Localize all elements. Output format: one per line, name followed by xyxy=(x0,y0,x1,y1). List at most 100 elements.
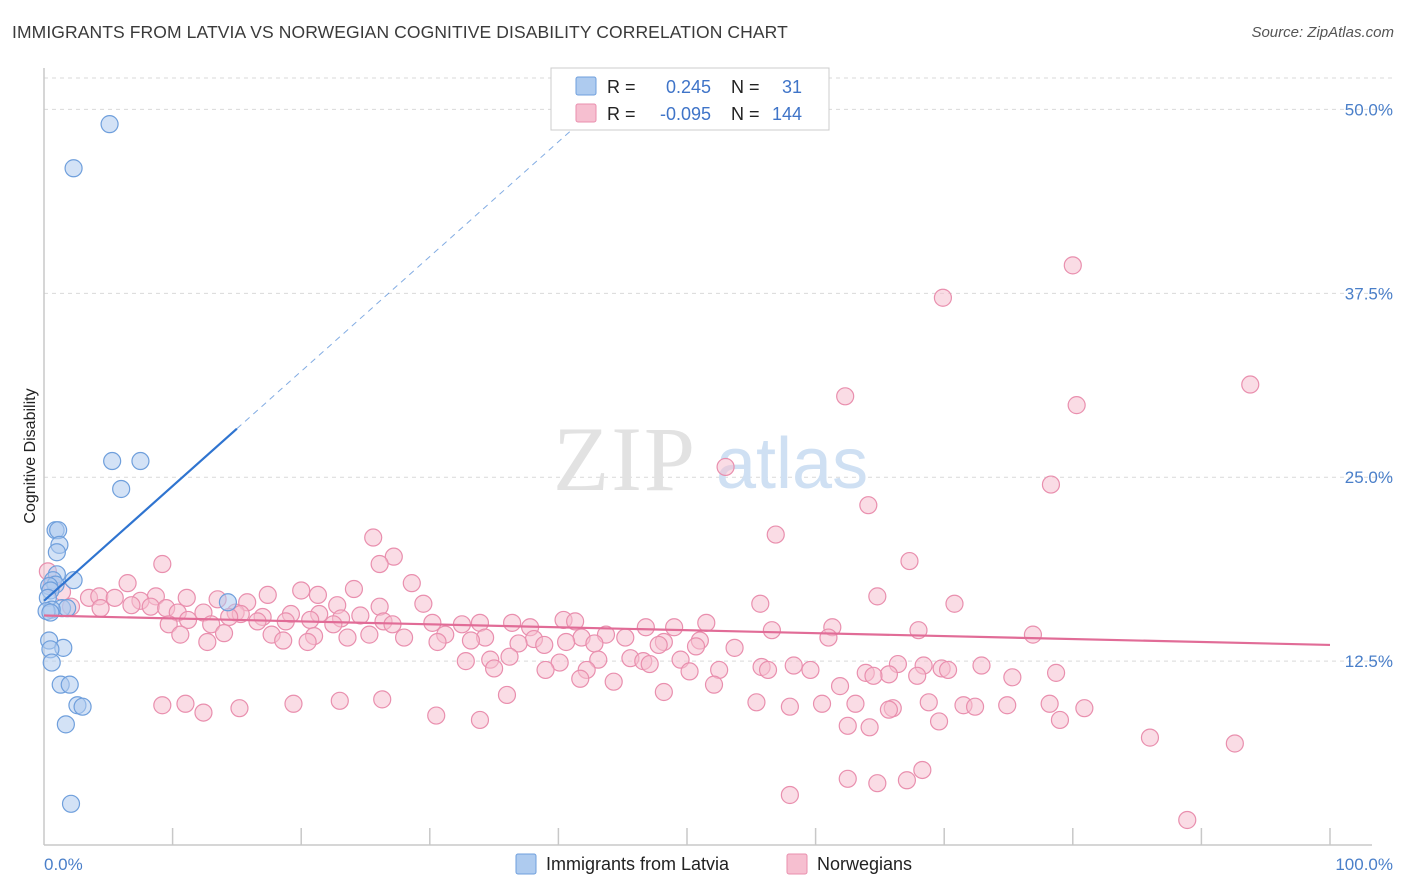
legend-swatch-norwegians xyxy=(786,853,808,875)
point-latvia xyxy=(60,675,79,694)
point-norwegians xyxy=(364,528,383,547)
point-norwegians xyxy=(812,694,832,713)
point-latvia xyxy=(131,451,150,471)
point-latvia xyxy=(41,603,60,622)
point-latvia xyxy=(56,715,75,734)
point-norwegians xyxy=(758,660,778,680)
stats-r-label-latvia: R = xyxy=(607,77,636,97)
point-latvia xyxy=(112,479,131,499)
point-norwegians xyxy=(836,387,855,406)
point-norwegians xyxy=(913,760,932,780)
point-norwegians xyxy=(929,712,949,731)
source-label: Source: ZipAtlas.com xyxy=(1251,24,1394,41)
point-norwegians xyxy=(766,525,785,544)
point-norwegians xyxy=(747,693,766,712)
point-norwegians xyxy=(780,785,799,805)
point-norwegians xyxy=(933,288,953,307)
point-norwegians xyxy=(616,628,635,647)
y-tick-label: 37.5% xyxy=(1345,284,1393,303)
point-latvia xyxy=(100,115,119,134)
point-norwegians xyxy=(105,588,124,607)
legend-label-norwegians: Norwegians xyxy=(817,854,912,874)
point-norwegians xyxy=(859,496,878,515)
point-norwegians xyxy=(1067,396,1086,415)
point-norwegians xyxy=(801,660,820,680)
point-norwegians xyxy=(860,718,879,737)
point-norwegians xyxy=(879,665,899,684)
point-latvia xyxy=(42,653,61,672)
legend: Immigrants from Latvia Norwegians xyxy=(515,853,912,875)
point-latvia xyxy=(64,571,83,590)
point-norwegians xyxy=(665,618,684,637)
axes xyxy=(43,68,1372,846)
point-norwegians xyxy=(725,638,744,657)
point-norwegians xyxy=(274,631,293,650)
watermark: ZIP atlas xyxy=(553,408,868,510)
point-norwegians xyxy=(945,594,964,613)
point-norwegians xyxy=(171,625,190,644)
point-norwegians xyxy=(566,612,585,631)
point-norwegians xyxy=(604,672,623,691)
point-latvia xyxy=(218,593,237,612)
point-norwegians xyxy=(557,632,576,652)
point-norwegians xyxy=(338,628,357,647)
point-norwegians xyxy=(585,634,604,653)
stats-n-value-norwegians: 144 xyxy=(772,104,802,124)
point-norwegians xyxy=(1140,728,1160,747)
point-norwegians xyxy=(91,599,110,618)
trend-line-norwegians xyxy=(43,614,1331,647)
point-norwegians xyxy=(461,631,481,650)
point-norwegians xyxy=(1040,694,1059,713)
stats-r-value-norwegians: -0.095 xyxy=(660,104,711,124)
series-latvia-points xyxy=(37,115,237,813)
point-norwegians xyxy=(697,613,716,632)
point-norwegians xyxy=(830,677,850,696)
point-norwegians xyxy=(485,659,504,678)
point-norwegians xyxy=(897,771,917,790)
stats-swatch-latvia xyxy=(575,76,597,96)
x-tick-label-max: 100.0% xyxy=(1335,855,1393,874)
x-axis-ticks xyxy=(171,828,1331,845)
x-tick-label-min: 0.0% xyxy=(44,855,83,874)
point-norwegians xyxy=(384,547,403,566)
legend-swatch-latvia xyxy=(515,853,537,875)
stats-box: R = 0.245 N = 31 R = -0.095 N = 144 xyxy=(550,67,830,131)
point-latvia xyxy=(58,599,77,618)
point-norwegians xyxy=(965,697,985,716)
legend-item-latvia[interactable]: Immigrants from Latvia xyxy=(515,853,730,875)
point-norwegians xyxy=(868,774,887,793)
trend-line-latvia-extrapolated xyxy=(236,129,572,430)
point-norwegians xyxy=(636,618,655,637)
point-norwegians xyxy=(370,554,389,574)
point-norwegians xyxy=(402,574,421,593)
point-norwegians xyxy=(159,615,178,634)
point-latvia xyxy=(47,543,66,562)
point-norwegians xyxy=(868,587,887,606)
point-norwegians xyxy=(298,632,317,652)
stats-n-label-norwegians: N = xyxy=(731,104,760,124)
point-norwegians xyxy=(122,596,141,615)
point-norwegians xyxy=(762,621,781,640)
legend-item-norwegians[interactable]: Norwegians xyxy=(786,853,912,875)
point-norwegians xyxy=(879,700,899,719)
point-norwegians xyxy=(846,694,865,713)
series-norwegians-points xyxy=(38,256,1260,830)
point-norwegians xyxy=(470,710,490,730)
point-norwegians xyxy=(535,635,554,655)
point-norwegians xyxy=(1003,668,1022,687)
trend-lines xyxy=(43,129,1331,647)
y-tick-label: 25.0% xyxy=(1345,468,1393,487)
point-norwegians xyxy=(118,574,137,593)
point-norwegians xyxy=(550,653,569,672)
legend-label-latvia: Immigrants from Latvia xyxy=(546,854,730,874)
point-norwegians xyxy=(900,551,919,571)
point-norwegians xyxy=(1178,810,1197,830)
point-norwegians xyxy=(503,613,522,632)
point-norwegians xyxy=(819,628,838,647)
point-norwegians xyxy=(838,716,857,735)
point-norwegians xyxy=(214,624,234,643)
point-norwegians xyxy=(972,656,991,675)
point-norwegians xyxy=(1041,475,1061,494)
point-norwegians xyxy=(1050,710,1070,730)
point-norwegians xyxy=(864,666,883,685)
